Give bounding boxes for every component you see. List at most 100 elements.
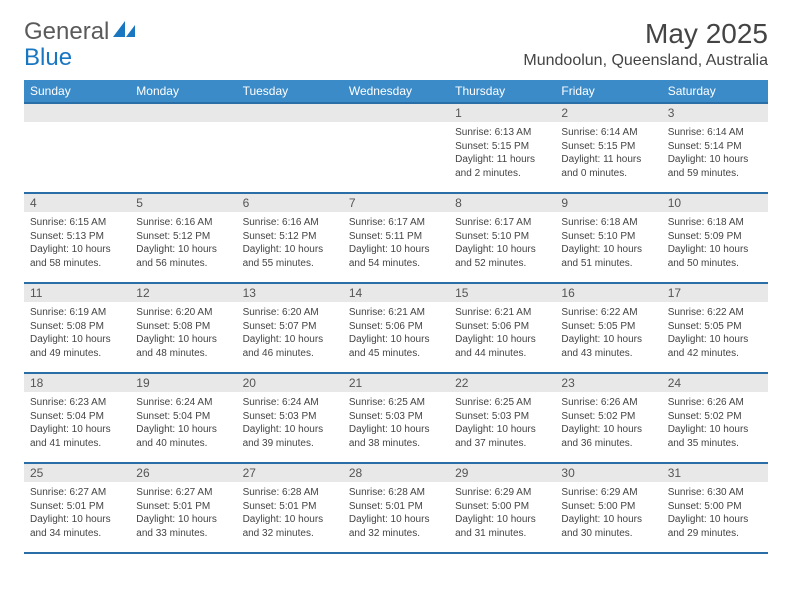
sunset-text: Sunset: 5:01 PM [136, 500, 230, 514]
day-number: 22 [449, 374, 555, 392]
sunset-text: Sunset: 5:06 PM [455, 320, 549, 334]
day-number: 9 [555, 194, 661, 212]
sunrise-text: Sunrise: 6:23 AM [30, 396, 124, 410]
day-number: 7 [343, 194, 449, 212]
daylight-text-1: Daylight: 10 hours [243, 423, 337, 437]
day-number: 27 [237, 464, 343, 482]
calendar-cell: 16Sunrise: 6:22 AMSunset: 5:05 PMDayligh… [555, 283, 661, 373]
daylight-text-2: and 32 minutes. [243, 527, 337, 541]
calendar-cell [343, 103, 449, 193]
day-number: 1 [449, 104, 555, 122]
sunrise-text: Sunrise: 6:15 AM [30, 216, 124, 230]
calendar-cell: 25Sunrise: 6:27 AMSunset: 5:01 PMDayligh… [24, 463, 130, 553]
day-details: Sunrise: 6:21 AMSunset: 5:06 PMDaylight:… [343, 302, 449, 364]
daylight-text-1: Daylight: 10 hours [136, 243, 230, 257]
day-details: Sunrise: 6:17 AMSunset: 5:11 PMDaylight:… [343, 212, 449, 274]
day-details: Sunrise: 6:18 AMSunset: 5:09 PMDaylight:… [662, 212, 768, 274]
day-number: 3 [662, 104, 768, 122]
day-number: 28 [343, 464, 449, 482]
calendar-cell: 20Sunrise: 6:24 AMSunset: 5:03 PMDayligh… [237, 373, 343, 463]
day-number: 11 [24, 284, 130, 302]
day-number: 30 [555, 464, 661, 482]
calendar-cell: 3Sunrise: 6:14 AMSunset: 5:14 PMDaylight… [662, 103, 768, 193]
sunset-text: Sunset: 5:10 PM [455, 230, 549, 244]
sunrise-text: Sunrise: 6:16 AM [136, 216, 230, 230]
daylight-text-1: Daylight: 10 hours [561, 423, 655, 437]
day-number: 21 [343, 374, 449, 392]
calendar-body: 1Sunrise: 6:13 AMSunset: 5:15 PMDaylight… [24, 103, 768, 553]
calendar-cell: 5Sunrise: 6:16 AMSunset: 5:12 PMDaylight… [130, 193, 236, 283]
day-details: Sunrise: 6:27 AMSunset: 5:01 PMDaylight:… [24, 482, 130, 544]
sunrise-text: Sunrise: 6:27 AM [30, 486, 124, 500]
daylight-text-2: and 58 minutes. [30, 257, 124, 271]
day-details [24, 122, 130, 130]
daylight-text-1: Daylight: 10 hours [136, 513, 230, 527]
day-number: 24 [662, 374, 768, 392]
daylight-text-2: and 44 minutes. [455, 347, 549, 361]
daylight-text-2: and 59 minutes. [668, 167, 762, 181]
day-details: Sunrise: 6:20 AMSunset: 5:08 PMDaylight:… [130, 302, 236, 364]
calendar-cell: 6Sunrise: 6:16 AMSunset: 5:12 PMDaylight… [237, 193, 343, 283]
sunset-text: Sunset: 5:06 PM [349, 320, 443, 334]
brand-blue: Blue [24, 44, 72, 72]
daylight-text-1: Daylight: 10 hours [668, 333, 762, 347]
daylight-text-2: and 46 minutes. [243, 347, 337, 361]
day-details: Sunrise: 6:22 AMSunset: 5:05 PMDaylight:… [555, 302, 661, 364]
week-row: 1Sunrise: 6:13 AMSunset: 5:15 PMDaylight… [24, 103, 768, 193]
calendar-cell: 11Sunrise: 6:19 AMSunset: 5:08 PMDayligh… [24, 283, 130, 373]
calendar-cell: 26Sunrise: 6:27 AMSunset: 5:01 PMDayligh… [130, 463, 236, 553]
daylight-text-1: Daylight: 10 hours [349, 423, 443, 437]
daylight-text-2: and 31 minutes. [455, 527, 549, 541]
col-wednesday: Wednesday [343, 80, 449, 103]
day-details: Sunrise: 6:25 AMSunset: 5:03 PMDaylight:… [343, 392, 449, 454]
calendar-table: Sunday Monday Tuesday Wednesday Thursday… [24, 80, 768, 554]
day-details [130, 122, 236, 130]
daylight-text-1: Daylight: 10 hours [455, 423, 549, 437]
col-tuesday: Tuesday [237, 80, 343, 103]
calendar-cell: 19Sunrise: 6:24 AMSunset: 5:04 PMDayligh… [130, 373, 236, 463]
week-row: 25Sunrise: 6:27 AMSunset: 5:01 PMDayligh… [24, 463, 768, 553]
daylight-text-1: Daylight: 10 hours [455, 333, 549, 347]
daylight-text-2: and 52 minutes. [455, 257, 549, 271]
daylight-text-1: Daylight: 10 hours [243, 513, 337, 527]
day-details: Sunrise: 6:13 AMSunset: 5:15 PMDaylight:… [449, 122, 555, 184]
day-number: 17 [662, 284, 768, 302]
daylight-text-1: Daylight: 10 hours [136, 333, 230, 347]
sunset-text: Sunset: 5:02 PM [668, 410, 762, 424]
sunset-text: Sunset: 5:03 PM [243, 410, 337, 424]
day-details: Sunrise: 6:27 AMSunset: 5:01 PMDaylight:… [130, 482, 236, 544]
day-number: 29 [449, 464, 555, 482]
col-sunday: Sunday [24, 80, 130, 103]
daylight-text-2: and 42 minutes. [668, 347, 762, 361]
col-friday: Friday [555, 80, 661, 103]
sunrise-text: Sunrise: 6:13 AM [455, 126, 549, 140]
daylight-text-1: Daylight: 10 hours [668, 513, 762, 527]
daylight-text-2: and 34 minutes. [30, 527, 124, 541]
daylight-text-1: Daylight: 10 hours [243, 243, 337, 257]
day-number: 5 [130, 194, 236, 212]
daylight-text-1: Daylight: 10 hours [30, 333, 124, 347]
sunset-text: Sunset: 5:04 PM [136, 410, 230, 424]
daylight-text-2: and 56 minutes. [136, 257, 230, 271]
day-number: 13 [237, 284, 343, 302]
sunrise-text: Sunrise: 6:30 AM [668, 486, 762, 500]
brand-logo: General [24, 18, 135, 46]
calendar-cell: 8Sunrise: 6:17 AMSunset: 5:10 PMDaylight… [449, 193, 555, 283]
sunrise-text: Sunrise: 6:22 AM [668, 306, 762, 320]
daylight-text-1: Daylight: 10 hours [668, 423, 762, 437]
sunset-text: Sunset: 5:08 PM [30, 320, 124, 334]
daylight-text-2: and 41 minutes. [30, 437, 124, 451]
sunrise-text: Sunrise: 6:16 AM [243, 216, 337, 230]
daylight-text-2: and 55 minutes. [243, 257, 337, 271]
day-details: Sunrise: 6:17 AMSunset: 5:10 PMDaylight:… [449, 212, 555, 274]
daylight-text-2: and 39 minutes. [243, 437, 337, 451]
day-number: 4 [24, 194, 130, 212]
daylight-text-2: and 40 minutes. [136, 437, 230, 451]
day-number: 8 [449, 194, 555, 212]
calendar-cell: 14Sunrise: 6:21 AMSunset: 5:06 PMDayligh… [343, 283, 449, 373]
sunset-text: Sunset: 5:00 PM [668, 500, 762, 514]
sunrise-text: Sunrise: 6:17 AM [349, 216, 443, 230]
sunrise-text: Sunrise: 6:14 AM [561, 126, 655, 140]
sunset-text: Sunset: 5:13 PM [30, 230, 124, 244]
sunset-text: Sunset: 5:04 PM [30, 410, 124, 424]
